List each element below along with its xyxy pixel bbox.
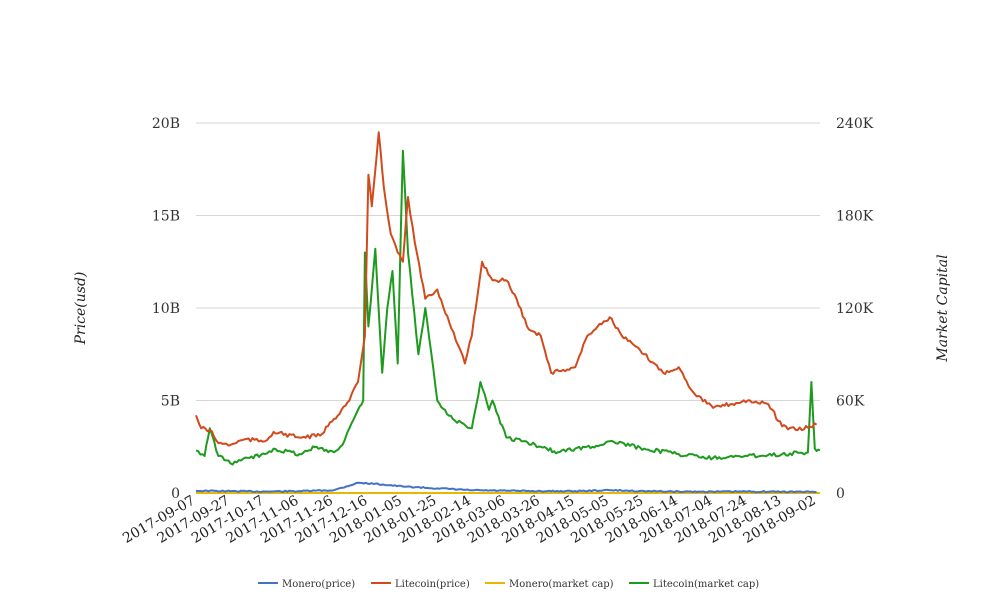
right-tick-label: 60K — [836, 394, 865, 410]
legend: Monero(price) Litecoin(price) Monero(marke… — [258, 579, 759, 590]
left-axis-ticks: 0 5B 10B 15B 20B — [152, 116, 180, 502]
right-tick-label: 120K — [836, 301, 874, 317]
left-tick-label: 10B — [152, 301, 180, 317]
series-lines — [195, 131, 821, 494]
right-axis-ticks: 0 60K 120K 180K 240K — [836, 116, 874, 502]
y-axis-label-left: Price(usd) — [73, 272, 89, 346]
series-line-litecoin-price- — [195, 131, 818, 447]
legend-label: Litecoin(price) — [395, 579, 470, 590]
legend-label: Litecoin(market cap) — [653, 579, 759, 590]
right-tick-label: 0 — [836, 486, 845, 502]
series-line-litecoin-market-cap- — [195, 149, 821, 466]
x-axis-ticks: 2017-09-072017-09-272017-10-172017-11-06… — [120, 493, 818, 547]
right-tick-label: 240K — [836, 116, 874, 132]
right-tick-label: 180K — [836, 209, 874, 225]
legend-label: Monero(market cap) — [509, 579, 614, 590]
series-line-monero-price- — [195, 481, 817, 494]
y-axis-label-right: Market Capital — [935, 254, 951, 362]
legend-label: Monero(price) — [282, 579, 355, 590]
left-tick-label: 20B — [152, 116, 180, 132]
left-tick-label: 0 — [171, 486, 180, 502]
left-tick-label: 15B — [152, 209, 180, 225]
left-tick-label: 5B — [161, 394, 180, 410]
